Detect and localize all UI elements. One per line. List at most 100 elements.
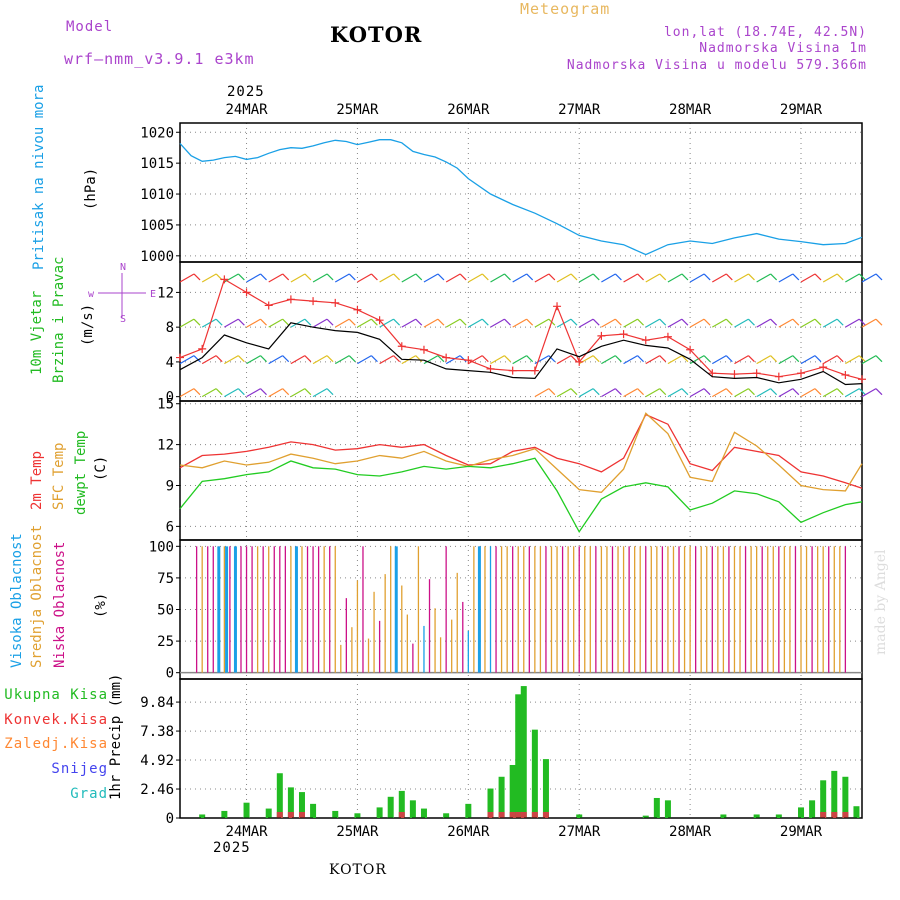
x-tick-label-top: 24MAR [225, 102, 268, 118]
x-tick-label-bottom: 29MAR [780, 824, 823, 840]
wind-barb [645, 273, 661, 283]
precip-conv-bar [515, 812, 522, 818]
wind-barb [201, 355, 217, 365]
precip-bar [276, 773, 283, 818]
wind-barb [348, 318, 356, 326]
wind-barb [845, 273, 860, 283]
wind-barb [504, 273, 511, 281]
wind-barb [445, 273, 461, 283]
wind-barb [526, 273, 534, 281]
wind-barb [304, 273, 312, 281]
wind-barb [437, 318, 445, 326]
wind-barb [237, 388, 245, 396]
tick-label-pressure: 1020 [140, 125, 174, 141]
wind-barb [689, 273, 705, 283]
wind-barb [260, 355, 267, 363]
x-tick-label-top: 29MAR [780, 102, 823, 118]
precip-bar [576, 814, 583, 818]
precip-conv-bar [276, 812, 283, 818]
wind-gust-marker [663, 332, 672, 341]
wind-barb [357, 355, 372, 365]
precip-conv-bar [820, 812, 827, 818]
wind-barb [459, 318, 467, 326]
wind-barb [282, 273, 290, 281]
wind-barb [711, 318, 727, 328]
wind-barb [822, 273, 838, 283]
wind-barb [570, 388, 578, 396]
wind-barb [858, 355, 866, 363]
wind-barb [578, 318, 594, 328]
wind-barb [570, 318, 578, 326]
wind-barb [748, 355, 755, 363]
precip-bar [376, 807, 383, 818]
precip-bar [720, 814, 727, 818]
wind-barb [578, 388, 594, 398]
wind-barb [193, 318, 201, 326]
wind-barb [237, 318, 245, 326]
wind-barb [792, 355, 800, 363]
wind-barb [578, 273, 594, 283]
precip-bar [221, 810, 228, 818]
wind-barb [592, 273, 600, 281]
lonlat-label: lon,lat (18.74E, 42.5N) [663, 25, 867, 40]
tick-label-clouds: 100 [149, 539, 174, 555]
wind-barb [348, 273, 356, 281]
wind-barb [437, 355, 445, 363]
wind-barb [268, 388, 284, 398]
wind-barb [304, 318, 312, 326]
wind-gust-marker [264, 301, 273, 310]
wind-barb [179, 388, 195, 398]
wind-barb [423, 273, 439, 283]
wind-barb [861, 388, 877, 398]
wind-gust-marker [242, 288, 251, 297]
wind-barb [711, 355, 727, 365]
wind-barb [778, 273, 794, 283]
wind-barb [637, 388, 645, 396]
wind-barb [326, 355, 334, 363]
wind-barb [201, 388, 217, 398]
wind-gust-marker [375, 316, 384, 325]
wind-barb [659, 355, 667, 363]
wind-gust-marker [176, 353, 184, 362]
wind-barb [734, 318, 749, 328]
wind-barb [290, 318, 306, 328]
wind-barb [481, 273, 489, 281]
precip-conv-bar [531, 812, 538, 818]
wind-barb [423, 318, 439, 328]
wind-barb [504, 355, 511, 363]
tick-label-precip: 4.92 [140, 753, 174, 769]
temp-2m-line [179, 413, 863, 489]
wind-barb [215, 355, 223, 363]
wind-gust-marker [597, 331, 606, 340]
wind-gust-marker [641, 336, 650, 345]
tick-label-wind: 0 [166, 390, 174, 406]
wind-barb [637, 355, 645, 363]
wind-barb [534, 318, 550, 328]
precip-bar [287, 787, 294, 818]
precip-bar [775, 814, 782, 818]
wind-barb [845, 318, 860, 328]
wind-barb [179, 273, 195, 283]
wind-barb [570, 355, 578, 363]
wind-barb [526, 355, 534, 363]
wind-barb [224, 388, 239, 398]
wind-gust-marker [553, 302, 562, 311]
wind-barb [326, 318, 334, 326]
wind-gust-marker [752, 369, 761, 378]
precip-bar [753, 814, 760, 818]
wind-barb [800, 388, 816, 398]
tick-label-wind: 12 [157, 285, 174, 301]
precip-bar [842, 776, 849, 818]
compass-icon [98, 273, 146, 318]
wind-barb [312, 318, 328, 328]
wind-barb [512, 318, 527, 328]
wind-barb [371, 273, 378, 281]
precip-bar [520, 686, 527, 818]
wind-barb [703, 355, 711, 363]
wind-barb [770, 273, 778, 281]
wind-barb [748, 273, 755, 281]
wind-barb [778, 355, 794, 365]
precip-conv-bar [487, 812, 494, 818]
tick-label-precip: 9.84 [140, 695, 174, 711]
precip-bar [820, 780, 827, 818]
